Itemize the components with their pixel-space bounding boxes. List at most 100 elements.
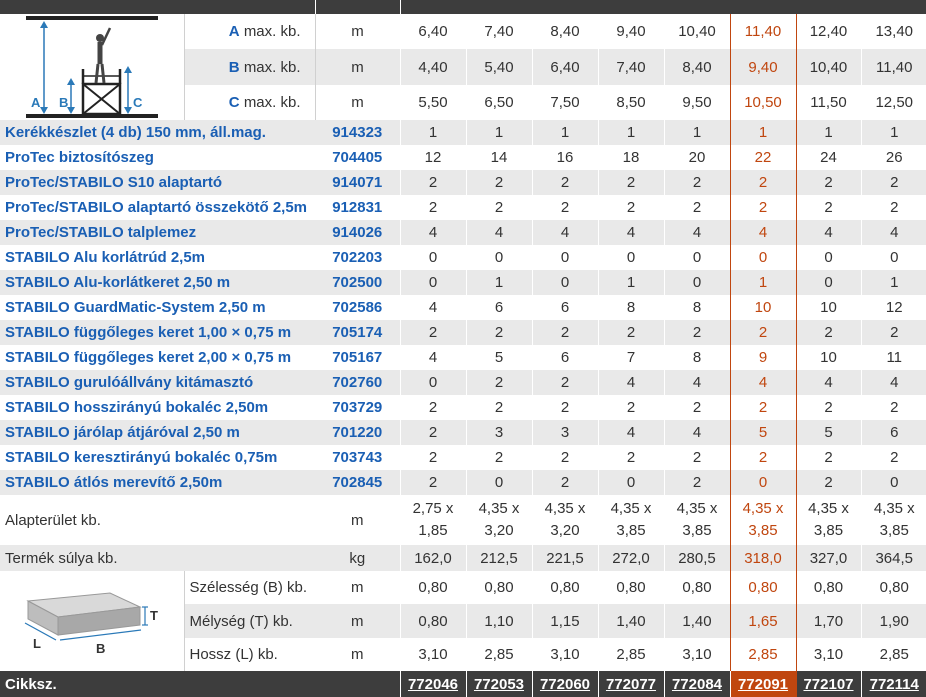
package-unit: m — [315, 638, 400, 671]
part-value: 2 — [796, 395, 861, 420]
part-value: 2 — [861, 320, 926, 345]
part-value: 0 — [466, 245, 532, 270]
spec-unit: m — [315, 14, 400, 49]
part-value: 1 — [598, 270, 664, 295]
weight-value: 280,5 — [664, 545, 730, 571]
part-value: 2 — [400, 320, 466, 345]
part-value: 2 — [730, 395, 796, 420]
package-value: 0,80 — [532, 571, 598, 604]
area-label: Alapterület kb. — [0, 495, 315, 545]
part-value: 0 — [796, 270, 861, 295]
part-value: 2 — [532, 470, 598, 495]
article-code-link[interactable]: 772060 — [532, 671, 598, 697]
weight-value: 212,5 — [466, 545, 532, 571]
part-value: 2 — [664, 195, 730, 220]
spec-value: 13,40 — [861, 14, 926, 49]
part-value: 2 — [664, 445, 730, 470]
part-value: 4 — [400, 345, 466, 370]
spec-value: 11,40 — [861, 49, 926, 85]
article-code-link[interactable]: 772114 — [861, 671, 926, 697]
part-value: 24 — [796, 145, 861, 170]
part-value: 5 — [466, 345, 532, 370]
part-value: 2 — [796, 445, 861, 470]
spec-value: 12,40 — [796, 14, 861, 49]
part-value: 0 — [400, 245, 466, 270]
value-line: 1,85 — [401, 520, 466, 542]
part-value: 4 — [532, 220, 598, 245]
article-code-link[interactable]: 772046 — [400, 671, 466, 697]
spec-letter: B — [229, 59, 240, 76]
part-value: 2 — [400, 420, 466, 445]
part-article-number: 704405 — [315, 145, 400, 170]
part-article-number: 912831 — [315, 195, 400, 220]
package-value: 0,80 — [861, 571, 926, 604]
spec-value: 7,50 — [532, 85, 598, 120]
part-value: 0 — [861, 245, 926, 270]
value-line: 4,35 x — [467, 498, 532, 520]
diagram-label-c: C — [133, 95, 143, 110]
part-value: 6 — [532, 345, 598, 370]
weight-unit: kg — [315, 545, 400, 571]
spec-value: 8,50 — [598, 85, 664, 120]
package-label: Hossz (L) kb. — [184, 638, 315, 671]
package-value: 1,70 — [796, 604, 861, 638]
part-article-number: 705174 — [315, 320, 400, 345]
part-value: 2 — [796, 170, 861, 195]
part-value: 6 — [466, 295, 532, 320]
article-code-link[interactable]: 772084 — [664, 671, 730, 697]
part-value: 1 — [861, 120, 926, 145]
part-article-number: 702845 — [315, 470, 400, 495]
part-value: 4 — [664, 220, 730, 245]
part-name: STABILO gurulóállvány kitámasztó — [0, 370, 315, 395]
article-code-link[interactable]: 772107 — [796, 671, 861, 697]
part-name: STABILO GuardMatic-System 2,50 m — [0, 295, 315, 320]
package-value: 0,80 — [400, 571, 466, 604]
value-line: 3,85 — [599, 520, 664, 542]
part-value: 12 — [400, 145, 466, 170]
part-row: Kerékkészlet (4 db) 150 mm, áll.mag.9143… — [0, 120, 926, 145]
value-line: 3,85 — [862, 520, 926, 542]
package-value: 1,10 — [466, 604, 532, 638]
part-value: 16 — [532, 145, 598, 170]
part-value: 7 — [598, 345, 664, 370]
weight-value: 318,0 — [730, 545, 796, 571]
part-value: 4 — [664, 370, 730, 395]
part-value: 22 — [730, 145, 796, 170]
part-article-number: 702760 — [315, 370, 400, 395]
package-value: 3,10 — [532, 638, 598, 671]
part-value: 3 — [532, 420, 598, 445]
package-value: 1,90 — [861, 604, 926, 638]
part-name: ProTec/STABILO alaptartó összekötő 2,5m — [0, 195, 315, 220]
article-code-link[interactable]: 772077 — [598, 671, 664, 697]
part-value: 2 — [466, 370, 532, 395]
spec-value: 11,50 — [796, 85, 861, 120]
article-code-link[interactable]: 772091 — [730, 671, 796, 697]
article-code-link[interactable]: 772053 — [466, 671, 532, 697]
part-value: 10 — [730, 295, 796, 320]
footer-label: Cikksz. — [0, 671, 400, 697]
spec-value: 7,40 — [598, 49, 664, 85]
area-unit: m — [315, 495, 400, 545]
value-line: 4,35 x — [665, 498, 730, 520]
part-value: 2 — [532, 395, 598, 420]
spec-value: 8,40 — [532, 14, 598, 49]
part-value: 5 — [730, 420, 796, 445]
part-value: 2 — [730, 445, 796, 470]
part-name: STABILO Alu-korlátkeret 2,50 m — [0, 270, 315, 295]
part-value: 0 — [730, 470, 796, 495]
spec-label-text: max. kb. — [244, 59, 301, 76]
package-value: 1,40 — [664, 604, 730, 638]
part-value: 4 — [466, 220, 532, 245]
